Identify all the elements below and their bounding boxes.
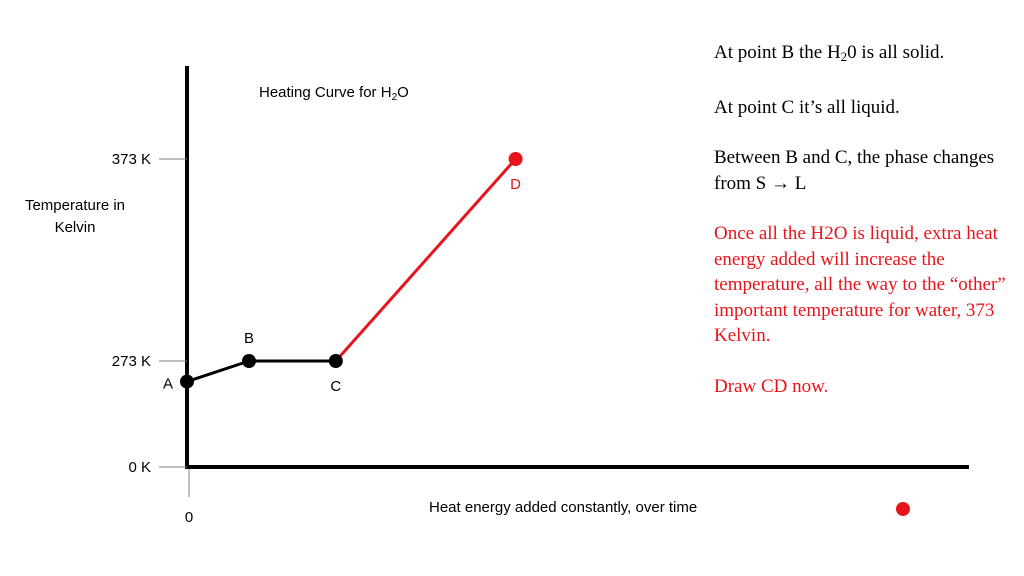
note-point-b: At point B the H20 is all solid. bbox=[714, 42, 945, 64]
point-a bbox=[180, 374, 194, 389]
red-marker-dot bbox=[896, 502, 910, 516]
note-liquid-heating: Once all the H2O is liquid, extra heat e… bbox=[714, 223, 1006, 346]
note-draw-cd: Draw CD now. bbox=[714, 375, 829, 397]
x-tick-label-0: 0 bbox=[185, 509, 193, 526]
segment-ab bbox=[186, 359, 250, 384]
chart-title: Heating Curve for H2O bbox=[259, 84, 409, 103]
point-label-b: B bbox=[244, 330, 254, 347]
note-point-c: At point C it’s all liquid. bbox=[714, 96, 900, 118]
point-label-c: C bbox=[330, 378, 341, 395]
x-axis-label: Heat energy added constantly, over time bbox=[429, 499, 698, 516]
point-c bbox=[328, 354, 343, 368]
segment-cd bbox=[334, 158, 517, 362]
y-axis-label: Temperature in Kelvin bbox=[24, 197, 126, 236]
point-label-d: D bbox=[510, 176, 521, 193]
point-label-a: A bbox=[163, 376, 173, 393]
y-tick-label-373-k: 373 K bbox=[112, 151, 151, 168]
point-b bbox=[242, 354, 256, 368]
notes-panel: At point B the H20 is all solid. At poin… bbox=[714, 40, 1022, 424]
y-tick-label-273-k: 273 K bbox=[112, 353, 151, 370]
point-d bbox=[508, 152, 523, 166]
note-phase-change: Between B and C, the phase changes from … bbox=[714, 147, 995, 194]
y-tick-label-0-k: 0 K bbox=[128, 459, 151, 476]
